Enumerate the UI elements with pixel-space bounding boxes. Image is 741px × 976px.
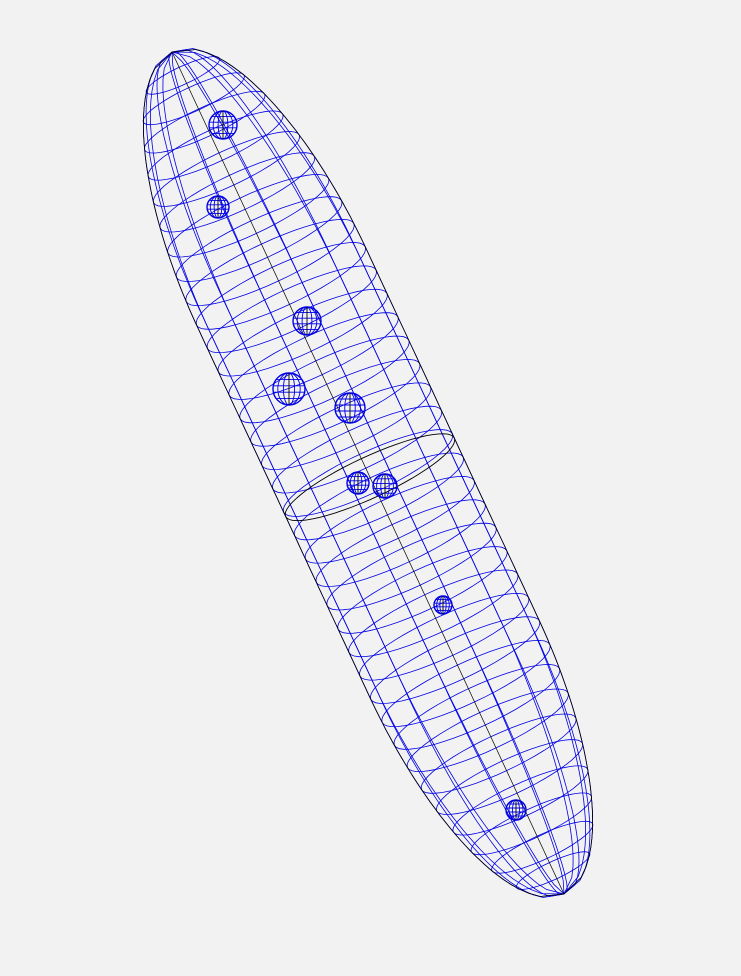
mid-seam [284,433,456,522]
mesh-meridian [171,49,574,895]
central-axis [171,51,565,895]
mesh-meridian [171,49,594,895]
mesh-meridian [156,51,565,895]
wire-sphere [272,372,306,406]
mesh-meridian [171,51,580,895]
wire-sphere [206,195,230,219]
mesh-meridian [171,48,586,895]
mesh-meridian [168,51,565,895]
mesh-meridian [171,51,565,895]
embedded-spheres [206,110,527,821]
wire-sphere [505,799,527,821]
silhouette-line [142,51,565,897]
wire-sphere [372,473,398,499]
wire-sphere [433,595,453,615]
wire-sphere [346,471,370,495]
wire-sphere [334,392,366,424]
mesh-meridian [171,51,568,895]
wire-sphere [208,110,238,140]
silhouette-line [171,49,594,895]
mesh-meridian [145,51,565,895]
capsule-outline [142,49,594,897]
wire-sphere [292,306,322,336]
